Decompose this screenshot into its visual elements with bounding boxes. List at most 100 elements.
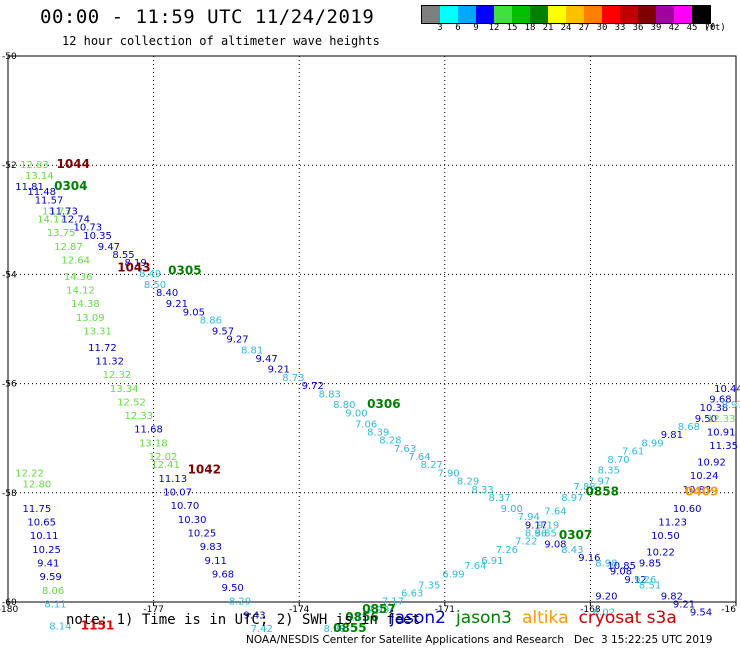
- wave-height-value: 8.88: [323, 624, 345, 635]
- wave-height-value: 9.16: [578, 553, 600, 564]
- wave-height-value: 11.72: [88, 343, 117, 354]
- wave-height-value: 14.17: [37, 215, 66, 226]
- wave-height-value: 8.96: [525, 528, 547, 539]
- wave-height-value: 11.81: [15, 182, 44, 193]
- wave-height-value: 8.02: [593, 608, 615, 619]
- wave-height-value: 9.83: [200, 542, 222, 553]
- wave-height-value: 8.35: [598, 466, 620, 477]
- wave-height-value: 7.90: [438, 468, 460, 479]
- wave-height-value: 8.14: [49, 621, 71, 632]
- wave-height-value: 9.50: [695, 414, 717, 425]
- color-scale-swatch: [548, 6, 566, 23]
- wave-height-value: 12.64: [61, 255, 90, 266]
- wave-height-value: 8.97: [721, 400, 740, 411]
- wave-height-value: 13.73: [42, 206, 71, 217]
- wave-height-value: 10.73: [74, 223, 103, 234]
- wave-height-value: 8.98: [595, 559, 617, 570]
- color-scale-label: 30: [596, 23, 608, 33]
- wave-height-value: 8.99: [641, 438, 663, 449]
- color-scale-swatch: [638, 6, 656, 23]
- wave-height-value: 7.99: [367, 605, 389, 616]
- wave-height-value: 10.25: [188, 528, 217, 539]
- wave-height-value: 10.07: [163, 488, 192, 499]
- wave-height-value: 9.72: [302, 381, 324, 392]
- wave-height-value: 7.64: [408, 452, 430, 463]
- wave-height-value: 11.23: [658, 518, 687, 529]
- wave-height-value: 12.33: [124, 411, 153, 422]
- wave-height-value: 9.21: [268, 365, 290, 376]
- wave-height-value: 8.43: [561, 545, 583, 556]
- wave-height-value: 9.17: [525, 520, 547, 531]
- wave-height-value: 9.05: [183, 307, 205, 318]
- wave-height-value: 6.99: [442, 569, 464, 580]
- wave-height-value: 8.55: [112, 250, 134, 261]
- wave-height-value: 9.50: [222, 583, 244, 594]
- color-scale-label: 3: [437, 23, 443, 33]
- wave-height-value: 9.68: [212, 569, 234, 580]
- wave-height-value: 12.52: [117, 397, 146, 408]
- color-scale-label: 18: [524, 23, 536, 33]
- longitude-label: -180: [0, 605, 18, 615]
- pass-time-label: 0856: [345, 610, 378, 624]
- color-scale-label: 6: [455, 23, 461, 33]
- wave-height-value: 8.85: [535, 528, 557, 539]
- latitude-label: -50: [2, 52, 17, 62]
- latitude-label: -54: [2, 270, 17, 280]
- color-scale-label: 39: [650, 23, 662, 33]
- color-scale-swatch: [476, 6, 494, 23]
- longitude-label: -174: [289, 605, 310, 615]
- wave-height-value: 8.49: [139, 269, 161, 280]
- pass-time-label: 0857: [362, 602, 395, 616]
- pass-time-label: 0855: [333, 621, 366, 635]
- pass-time-label: 1042: [188, 463, 221, 477]
- color-scale-unit: (ft): [704, 23, 726, 33]
- wave-height-value: 6.63: [401, 589, 423, 600]
- longitude-label: -177: [143, 605, 163, 615]
- wave-height-value: 9.00: [345, 408, 367, 419]
- latitude-label: -58: [2, 489, 17, 499]
- wave-height-value: 8.40: [156, 288, 178, 299]
- wave-height-value: 14.38: [71, 299, 100, 310]
- wave-height-value: 12.33: [707, 414, 736, 425]
- wave-height-value: 12.74: [61, 215, 90, 226]
- color-scale-label: 42: [668, 23, 680, 33]
- wave-height-value: 10.25: [32, 545, 61, 556]
- wave-height-value: 11.73: [49, 206, 78, 217]
- pass-time-label: 1151: [81, 618, 114, 632]
- color-scale-swatch: [692, 6, 710, 23]
- wave-height-value: 10.70: [171, 501, 200, 512]
- wave-height-value: 6.77: [345, 613, 367, 624]
- legend-entry-jason2: jason2: [390, 608, 446, 628]
- color-scale-swatch: [458, 6, 476, 23]
- wave-height-value: 8.70: [607, 455, 629, 466]
- wave-height-value: 8.06: [42, 586, 64, 597]
- wave-height-value: 13.18: [139, 438, 168, 449]
- legend-entry-jason3: jason3: [456, 608, 512, 628]
- color-scale-swatch: [530, 6, 548, 23]
- wave-height-value: 9.26: [634, 575, 656, 586]
- wave-height-value: 9.21: [166, 299, 188, 310]
- wave-height-value: 9.08: [610, 567, 632, 578]
- color-scale-swatch: [602, 6, 620, 23]
- wave-height-value: 7.63: [394, 444, 416, 455]
- wave-height-value: 8.80: [333, 400, 355, 411]
- wave-height-value: 10.22: [646, 548, 675, 559]
- wave-height-value: 8.11: [44, 599, 66, 610]
- wave-height-value: 8.73: [282, 373, 304, 384]
- wave-height-value: 9.08: [544, 539, 566, 550]
- wave-height-value: 11.48: [27, 187, 56, 198]
- legend-entry-cryosat-s3a: cryosat s3a: [578, 608, 677, 628]
- longitude-label: -171: [435, 605, 455, 615]
- color-scale-label: 21: [542, 23, 554, 33]
- wave-height-value: 8.68: [678, 422, 700, 433]
- color-scale-swatch: [656, 6, 674, 23]
- color-scale-label: 15: [506, 23, 518, 33]
- wave-height-value: 10.60: [673, 504, 702, 515]
- wave-height-value: 11.75: [23, 504, 52, 515]
- wave-height-value: 6.91: [481, 556, 503, 567]
- wave-height-value: 8.50: [144, 280, 166, 291]
- wave-height-value: 10.83: [683, 485, 712, 496]
- footnote: note: 1) Time is in UTC; 2) SWH is in fe…: [66, 612, 421, 628]
- color-scale-label: 70: [704, 23, 716, 33]
